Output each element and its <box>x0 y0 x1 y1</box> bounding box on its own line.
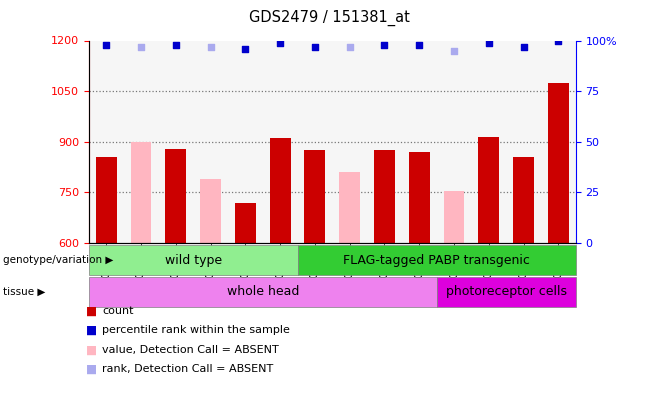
Text: percentile rank within the sample: percentile rank within the sample <box>102 326 290 335</box>
Text: FLAG-tagged PABP transgenic: FLAG-tagged PABP transgenic <box>343 254 530 267</box>
Bar <box>263 40 297 243</box>
Bar <box>297 40 332 243</box>
Text: wild type: wild type <box>164 254 222 267</box>
Bar <box>443 191 465 243</box>
Bar <box>130 142 151 243</box>
Point <box>553 37 564 44</box>
Text: value, Detection Call = ABSENT: value, Detection Call = ABSENT <box>102 345 279 355</box>
Bar <box>200 179 221 243</box>
Bar <box>96 157 116 243</box>
Text: GDS2479 / 151381_at: GDS2479 / 151381_at <box>249 10 409 26</box>
Point <box>379 41 390 48</box>
Point <box>240 45 251 52</box>
Text: ■: ■ <box>86 343 97 356</box>
Text: photoreceptor cells: photoreceptor cells <box>445 285 567 298</box>
Bar <box>402 40 437 243</box>
Point <box>136 43 146 50</box>
Point <box>170 41 181 48</box>
Bar <box>332 40 367 243</box>
Text: genotype/variation ▶: genotype/variation ▶ <box>3 255 114 265</box>
Bar <box>513 157 534 243</box>
Point <box>310 43 320 50</box>
Bar <box>478 137 499 243</box>
Point <box>275 39 286 46</box>
Bar <box>548 83 569 243</box>
Bar <box>228 40 263 243</box>
Text: ■: ■ <box>86 305 97 318</box>
Point <box>344 43 355 50</box>
Bar <box>297 245 576 275</box>
Bar <box>471 40 506 243</box>
Point <box>101 41 111 48</box>
Bar <box>89 40 124 243</box>
Text: ■: ■ <box>86 363 97 376</box>
Bar <box>165 149 186 243</box>
Point <box>205 43 216 50</box>
Bar <box>89 245 297 275</box>
Bar <box>305 150 325 243</box>
Bar <box>374 150 395 243</box>
Bar <box>270 139 291 243</box>
Text: ■: ■ <box>86 324 97 337</box>
Bar <box>409 152 430 243</box>
Text: tissue ▶: tissue ▶ <box>3 287 45 297</box>
Text: count: count <box>102 306 134 316</box>
Text: rank, Detection Call = ABSENT: rank, Detection Call = ABSENT <box>102 364 273 374</box>
Bar <box>159 40 193 243</box>
Bar <box>437 277 576 307</box>
Point <box>519 43 529 50</box>
Bar <box>89 277 437 307</box>
Bar <box>437 40 471 243</box>
Bar <box>124 40 159 243</box>
Bar <box>541 40 576 243</box>
Bar <box>235 202 256 243</box>
Bar <box>506 40 541 243</box>
Bar <box>367 40 402 243</box>
Text: whole head: whole head <box>226 285 299 298</box>
Bar <box>193 40 228 243</box>
Point <box>414 41 424 48</box>
Point <box>484 39 494 46</box>
Bar <box>340 172 360 243</box>
Point <box>449 47 459 54</box>
